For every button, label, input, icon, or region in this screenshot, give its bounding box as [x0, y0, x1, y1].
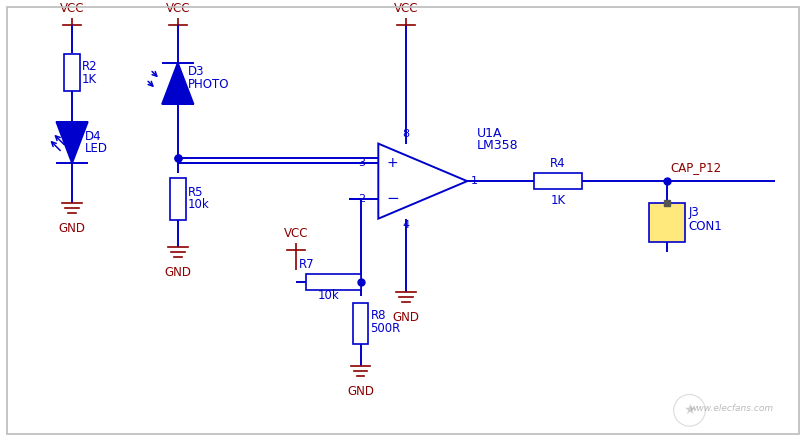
Text: PHOTO: PHOTO [188, 78, 229, 91]
Text: LED: LED [85, 142, 108, 155]
Text: J3: J3 [688, 206, 700, 219]
Text: R5: R5 [188, 185, 203, 198]
Text: 3: 3 [359, 158, 365, 168]
Text: 4: 4 [402, 220, 409, 230]
Text: D3: D3 [188, 65, 204, 78]
Bar [64, 54, 80, 91]
Text: 10k: 10k [188, 198, 210, 211]
Text: VCC: VCC [165, 2, 190, 15]
Text: 1K: 1K [82, 73, 97, 86]
Text: R4: R4 [550, 157, 566, 170]
Text: R8: R8 [371, 309, 386, 322]
Text: GND: GND [164, 266, 191, 279]
Text: VCC: VCC [393, 2, 418, 15]
Text: VCC: VCC [284, 228, 309, 240]
Text: 500R: 500R [371, 322, 401, 335]
Text: R2: R2 [82, 60, 98, 73]
Text: GND: GND [393, 310, 419, 324]
Text: +: + [386, 157, 398, 170]
Text: CAP_P12: CAP_P12 [671, 161, 722, 174]
Polygon shape [378, 143, 467, 219]
Polygon shape [162, 63, 193, 104]
Text: D4: D4 [85, 130, 102, 143]
Text: R7: R7 [299, 258, 315, 271]
Text: 8: 8 [402, 129, 409, 139]
Bar [534, 173, 582, 189]
Bar [649, 203, 684, 242]
Bar [170, 178, 185, 220]
Text: CON1: CON1 [688, 220, 722, 233]
Text: ★: ★ [683, 403, 696, 417]
Text: U1A: U1A [477, 127, 503, 140]
Bar [352, 303, 368, 344]
Text: 10k: 10k [318, 289, 339, 302]
Text: GND: GND [347, 385, 374, 398]
Polygon shape [56, 122, 88, 164]
Text: LM358: LM358 [477, 139, 519, 152]
Text: VCC: VCC [60, 2, 85, 15]
Bar [306, 274, 360, 290]
Text: −: − [386, 191, 399, 206]
Text: GND: GND [59, 221, 85, 235]
Text: 1: 1 [472, 176, 478, 186]
Text: 1K: 1K [550, 194, 566, 208]
Text: www.elecfans.com: www.elecfans.com [689, 404, 773, 413]
Text: 2: 2 [359, 194, 365, 204]
